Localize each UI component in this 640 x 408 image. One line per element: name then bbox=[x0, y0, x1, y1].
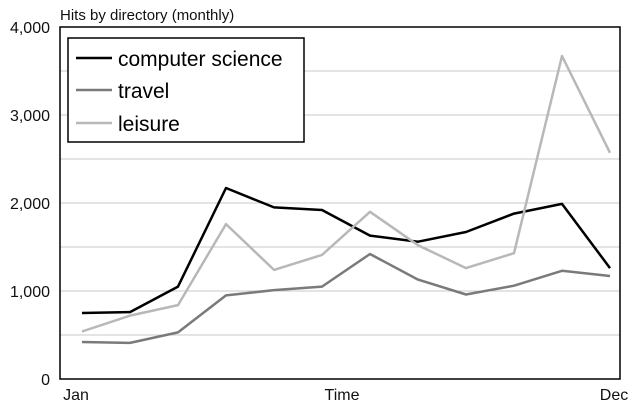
plot-frame bbox=[59, 26, 621, 380]
x-axis-label: Time bbox=[325, 387, 360, 404]
legend-label-travel: travel bbox=[118, 80, 169, 103]
y-axis-ticks: 0 1,000 2,000 3,000 4,000 bbox=[10, 20, 50, 389]
legend-label-leisure: leisure bbox=[118, 113, 180, 136]
x-tick-label-first: Jan bbox=[63, 387, 89, 404]
legend: computer science travel leisure bbox=[67, 37, 305, 143]
y-tick-label: 4,000 bbox=[10, 20, 50, 37]
x-tick-label-last: Dec bbox=[600, 387, 628, 404]
y-tick-label: 1,000 bbox=[10, 284, 50, 301]
series-line-travel bbox=[81, 252, 611, 345]
y-tick-label: 3,000 bbox=[10, 108, 50, 125]
x-axis: Jan Time Dec bbox=[63, 387, 628, 404]
series-line-leisure bbox=[81, 54, 612, 333]
y-tick-label: 2,000 bbox=[10, 196, 50, 213]
legend-label-computer-science: computer science bbox=[118, 48, 283, 71]
series-lines bbox=[81, 54, 612, 345]
chart-title: Hits by directory (monthly) bbox=[60, 7, 234, 24]
series-line-computer-science bbox=[81, 186, 612, 315]
y-tick-label: 0 bbox=[41, 372, 50, 389]
